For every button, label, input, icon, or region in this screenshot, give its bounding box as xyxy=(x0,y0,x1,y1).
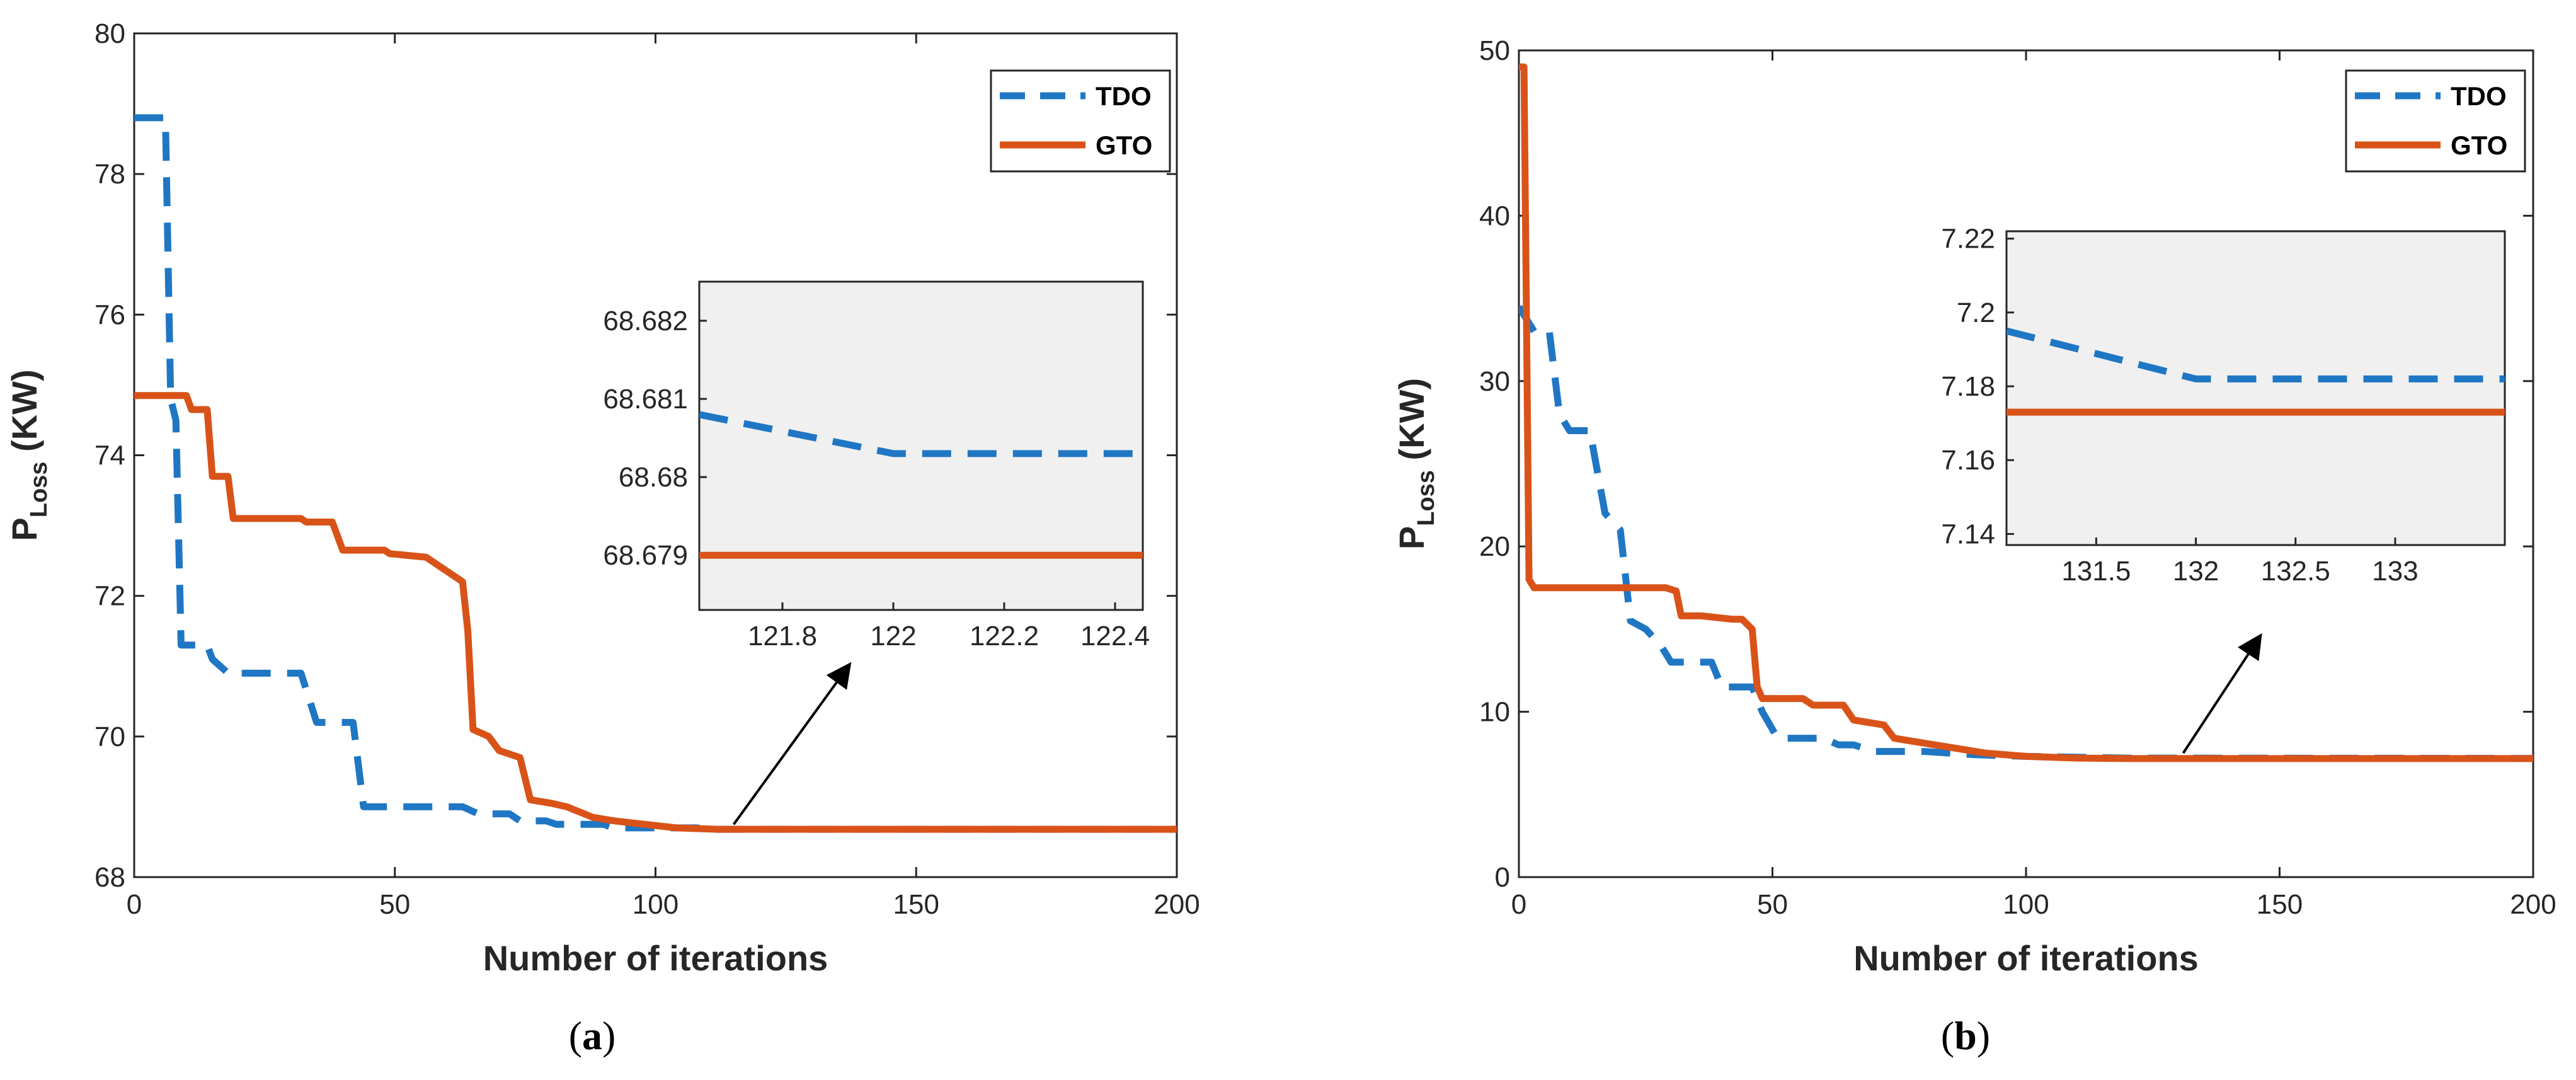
figure-caption: (a) xyxy=(569,1013,616,1058)
x-tick-label: 200 xyxy=(1153,889,1199,920)
x-tick-label: 0 xyxy=(127,889,142,920)
y-axis-label-unit: (KW) xyxy=(4,369,44,461)
inset-y-tick-label: 7.22 xyxy=(1941,224,1995,255)
legend: TDO GTO xyxy=(2345,69,2526,173)
y-tick-label: 0 xyxy=(1495,862,1510,893)
y-tick-label: 72 xyxy=(94,581,125,612)
inset-y-tick-label: 68.681 xyxy=(603,384,688,415)
x-tick-label: 150 xyxy=(2257,889,2303,920)
zoom-arrow xyxy=(2182,633,2262,754)
caption-open: ( xyxy=(569,1013,582,1058)
caption-letter: a xyxy=(582,1013,602,1058)
inset-x-tick-label: 122.2 xyxy=(970,621,1039,652)
y-tick-label: 50 xyxy=(1479,35,1510,66)
y-axis-label-unit: (KW) xyxy=(1392,378,1431,470)
inset-y-tick-label: 7.16 xyxy=(1941,445,1995,476)
inset-y-tick-label: 68.68 xyxy=(619,462,688,493)
y-tick-label: 74 xyxy=(94,440,125,471)
caption-close: ) xyxy=(1977,1013,1990,1058)
legend: TDO GTO xyxy=(990,69,1171,173)
legend-label-tdo: TDO xyxy=(2451,81,2507,111)
x-tick-label: 50 xyxy=(379,889,410,920)
x-tick-label: 150 xyxy=(893,889,939,920)
inset-y-tick-label: 7.18 xyxy=(1941,371,1995,402)
x-axis-label: Number of iterations xyxy=(483,938,828,978)
series-line-tdo xyxy=(134,114,1177,833)
series-line-gto xyxy=(134,392,1177,833)
inset-chart: 121.8 122 122.2 122.4 68.679 68.68 68.681 68.68… xyxy=(603,280,1150,652)
series-line-tdo xyxy=(1519,304,2533,762)
zoom-arrow xyxy=(733,662,852,825)
caption-open: ( xyxy=(1941,1013,1954,1058)
legend-label-tdo: TDO xyxy=(1096,81,1152,111)
y-tick-label: 40 xyxy=(1479,200,1510,231)
figure-caption: (b) xyxy=(1941,1013,1990,1058)
inset-series-line-tdo xyxy=(699,411,1143,457)
inset-y-tick-label: 68.682 xyxy=(603,306,688,336)
legend-label-gto: GTO xyxy=(2451,130,2507,160)
y-axis-label-sub: Loss xyxy=(1413,470,1440,526)
chart-b: 0 50 100 150 200 0 10 20 30 40 50 Number of iterati… xyxy=(1392,35,2556,1058)
y-axis-label-main: P xyxy=(1392,526,1431,549)
x-tick-label: 0 xyxy=(1511,889,1526,920)
y-tick-label: 10 xyxy=(1479,697,1510,728)
x-tick-label: 50 xyxy=(1757,889,1788,920)
inset-chart: 131.5 132 132.5 133 7.14 7.16 7.18 7.2 7.22 xyxy=(1941,224,2506,587)
y-tick-label: 76 xyxy=(94,299,125,330)
series-line-gto xyxy=(1519,63,2533,762)
y-tick-label: 68 xyxy=(94,862,125,893)
y-axis-label-main: P xyxy=(4,517,44,541)
caption-letter: b xyxy=(1954,1013,1977,1058)
inset-x-tick-label: 133 xyxy=(2372,556,2418,587)
inset-y-tick-label: 7.2 xyxy=(1957,297,1995,328)
inset-series-line-tdo xyxy=(2006,327,2505,382)
inset-y-tick-label: 7.14 xyxy=(1941,519,1995,549)
inset-y-tick-label: 68.679 xyxy=(603,540,688,571)
inset-plot-area xyxy=(698,280,1144,611)
y-axis-label: PLoss (KW) xyxy=(4,369,52,541)
x-axis-label: Number of iterations xyxy=(1853,938,2199,978)
inset-x-tick-label: 121.8 xyxy=(748,621,817,652)
y-tick-label: 20 xyxy=(1479,531,1510,562)
legend-box xyxy=(990,69,1171,173)
inset-x-tick-label: 122.4 xyxy=(1080,621,1150,652)
y-axis-label: PLoss (KW) xyxy=(1392,378,1440,549)
y-tick-label: 80 xyxy=(94,18,125,49)
inset-x-tick-label: 131.5 xyxy=(2061,556,2131,587)
x-tick-label: 100 xyxy=(633,889,678,920)
inset-plot-area xyxy=(2005,230,2506,546)
x-tick-label: 100 xyxy=(2003,889,2049,920)
inset-x-tick-label: 132 xyxy=(2173,556,2219,587)
y-tick-label: 30 xyxy=(1479,366,1510,397)
y-tick-label: 70 xyxy=(94,721,125,752)
legend-box xyxy=(2345,69,2526,173)
y-tick-label: 78 xyxy=(94,159,125,190)
y-axis-label-sub: Loss xyxy=(26,462,52,518)
legend-label-gto: GTO xyxy=(1096,130,1152,160)
x-tick-label: 200 xyxy=(2510,889,2556,920)
caption-close: ) xyxy=(602,1013,615,1058)
inset-x-tick-label: 132.5 xyxy=(2261,556,2330,587)
inset-x-tick-label: 122 xyxy=(870,621,916,652)
chart-a: 0 50 100 150 200 68 70 72 74 76 78 80 Number of iter… xyxy=(4,18,1200,1058)
